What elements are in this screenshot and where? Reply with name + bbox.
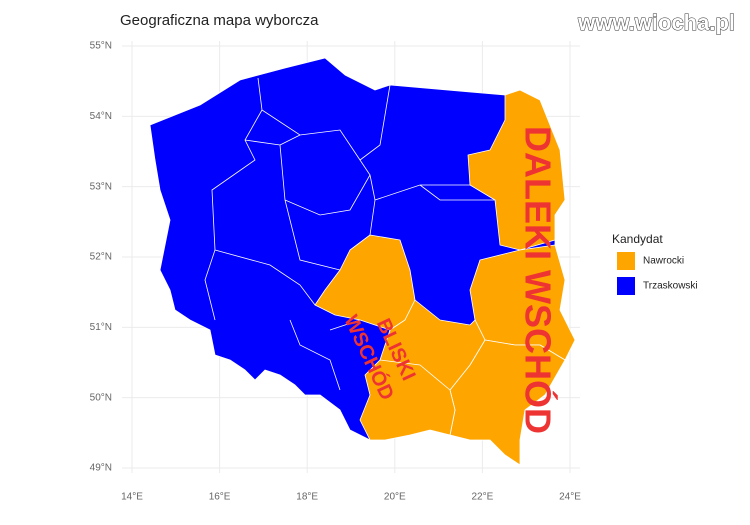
x-tick-label: 14°E	[121, 492, 143, 503]
y-tick-label: 53°N	[90, 181, 112, 192]
x-tick-label: 18°E	[296, 492, 318, 503]
legend-title: Kandydat	[612, 232, 663, 246]
watermark: www.wiocha.pl	[577, 10, 735, 35]
x-tick-label: 20°E	[384, 492, 406, 503]
region	[467, 89, 566, 251]
legend: Nawrocki Trzaskowski	[617, 252, 698, 295]
legend-swatch	[617, 252, 635, 270]
y-tick-label: 52°N	[90, 252, 112, 263]
regions	[149, 57, 576, 466]
legend-swatch	[617, 277, 635, 295]
legend-label: Nawrocki	[643, 256, 684, 267]
y-tick-label: 51°N	[90, 322, 112, 333]
region-border	[379, 359, 451, 391]
x-tick-label: 22°E	[472, 492, 494, 503]
title: Geograficzna mapa wyborcza	[120, 12, 319, 29]
region	[359, 299, 486, 441]
annotation: DALEKI WSCHÓD	[517, 126, 559, 434]
x-tick-label: 24°E	[559, 492, 581, 503]
region-border	[204, 77, 495, 391]
y-tick-label: 50°N	[90, 392, 112, 403]
x-tick-label: 16°E	[209, 492, 231, 503]
y-tick-label: 54°N	[90, 111, 112, 122]
legend-label: Trzaskowski	[643, 281, 698, 292]
region	[449, 339, 566, 466]
y-tick-label: 49°N	[90, 463, 112, 474]
y-tick-label: 55°N	[90, 41, 112, 52]
